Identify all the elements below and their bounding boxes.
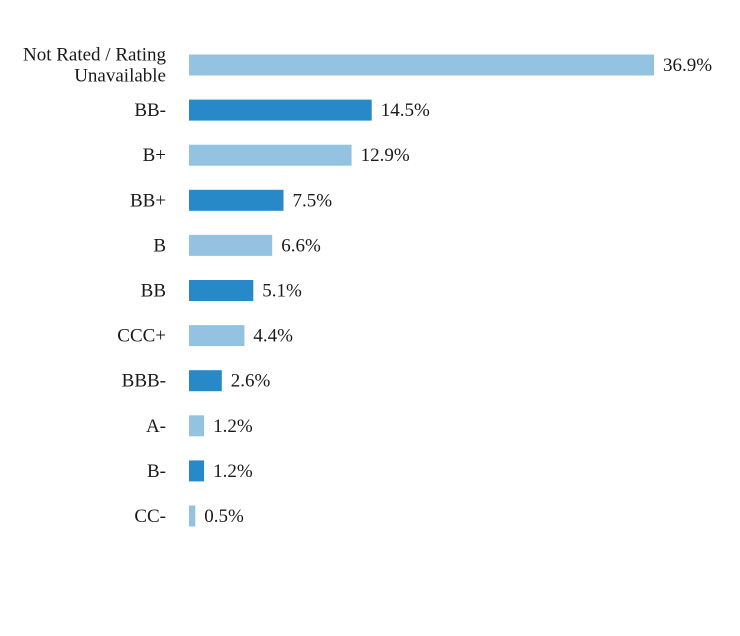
value-label-a: 1.2%	[213, 416, 253, 437]
bar-bb	[189, 280, 254, 301]
category-label-line: BB	[141, 281, 166, 302]
value-label-bb: 14.5%	[381, 100, 430, 121]
value-label-bb-plus: 7.5%	[293, 190, 333, 211]
bar-a	[189, 415, 205, 437]
category-label-line: B	[153, 235, 166, 256]
bar-cc	[189, 505, 196, 527]
category-label-b: B	[153, 235, 166, 256]
value-labels: 36.9% 14.5% 12.9% 7.5% 6.6% 5.1% 4.4% 2.6% 1.2% 1…	[204, 55, 712, 527]
category-label-not-rated-rating-unavailable: Not Rated / Rating Unavailable	[23, 45, 167, 87]
bar-b	[189, 234, 273, 256]
value-label-b: 1.2%	[213, 461, 253, 482]
category-label-line: Unavailable	[74, 66, 166, 87]
category-label-line: CCC+	[117, 326, 166, 347]
category-label-line: B-	[147, 461, 166, 482]
bar-b	[189, 460, 205, 482]
category-label-ccc-plus: CCC+	[117, 326, 166, 347]
category-label-a: A-	[146, 416, 166, 437]
category-label-cc: CC-	[134, 506, 166, 527]
value-label-bbb: 2.6%	[231, 371, 271, 392]
bar-bb-plus	[189, 189, 284, 211]
category-label-b: B-	[147, 461, 166, 482]
category-label-bb: BB	[141, 281, 166, 302]
bar-b-plus	[189, 144, 352, 166]
bar-ccc-plus	[189, 325, 245, 347]
category-label-line: BB+	[130, 190, 166, 211]
category-label-bb: BB-	[134, 100, 166, 121]
category-label-line: A-	[146, 416, 166, 437]
category-label-line: BBB-	[122, 371, 166, 392]
bar-not-rated-rating-unavailable	[189, 54, 654, 76]
category-label-b-plus: B+	[143, 145, 166, 166]
value-label-b-plus: 12.9%	[361, 145, 410, 166]
bar-bbb	[189, 370, 222, 392]
bars-group	[189, 54, 654, 527]
value-label-cc: 0.5%	[204, 506, 244, 527]
category-label-line: BB-	[134, 100, 166, 121]
category-label-line: B+	[143, 145, 166, 166]
bar-bb	[189, 99, 372, 121]
value-label-bb: 5.1%	[262, 281, 302, 302]
category-label-bb-plus: BB+	[130, 190, 166, 211]
category-label-bbb: BBB-	[122, 371, 166, 392]
value-label-ccc-plus: 4.4%	[253, 326, 293, 347]
value-label-not-rated-rating-unavailable: 36.9%	[663, 55, 712, 76]
category-label-line: CC-	[134, 506, 166, 527]
value-label-b: 6.6%	[281, 235, 321, 256]
category-labels: Not Rated / Rating UnavailableBB-B+BB+BBB…	[23, 45, 167, 528]
category-label-line: Not Rated / Rating	[23, 45, 167, 66]
